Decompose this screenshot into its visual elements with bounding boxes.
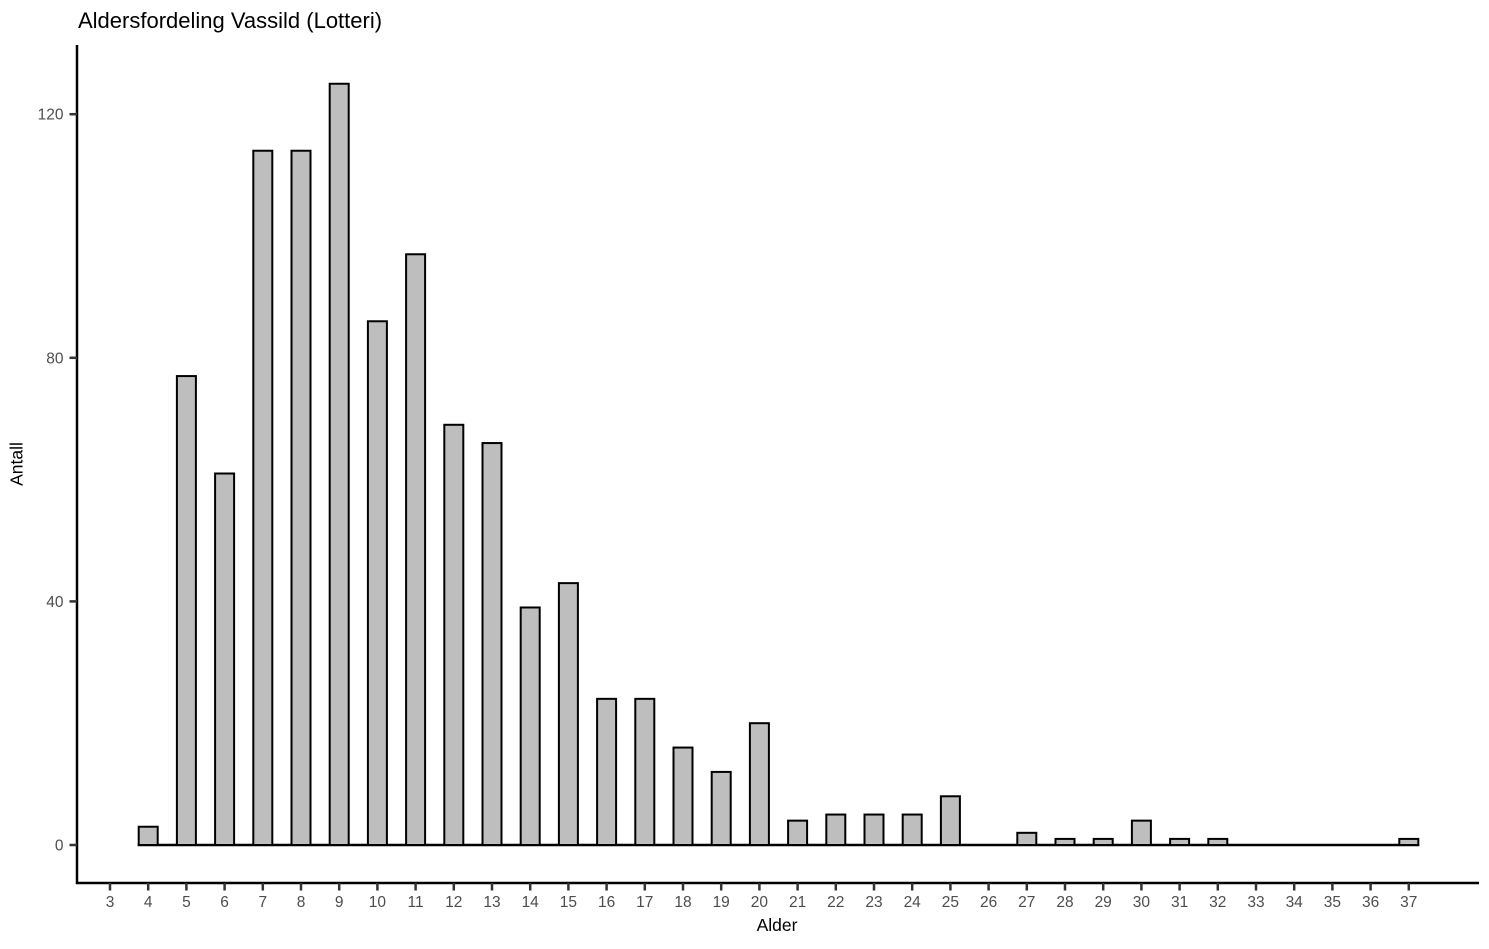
x-tick-label: 29 — [1095, 894, 1112, 911]
y-tick-label: 40 — [46, 594, 64, 611]
x-tick-label: 22 — [827, 894, 844, 911]
bar — [1130, 819, 1152, 847]
bar — [596, 697, 618, 847]
bar — [366, 320, 388, 846]
x-tick-label: 35 — [1324, 894, 1341, 911]
y-tick-label: 120 — [38, 107, 64, 124]
bar — [1207, 837, 1229, 846]
bar — [1016, 831, 1038, 847]
bar — [214, 472, 236, 846]
bar — [137, 825, 159, 846]
x-tick-label: 20 — [751, 894, 769, 911]
x-tick-label: 8 — [297, 894, 306, 911]
bar — [557, 582, 579, 846]
bar — [1054, 837, 1076, 846]
chart-title: Aldersfordeling Vassild (Lotteri) — [78, 8, 383, 33]
x-tick-label: 32 — [1209, 894, 1226, 911]
x-tick-label: 17 — [636, 894, 653, 911]
bar — [1092, 837, 1114, 846]
x-tick-label: 21 — [789, 894, 806, 911]
bar — [748, 722, 770, 847]
x-tick-label: 26 — [980, 894, 997, 911]
bar — [252, 149, 274, 847]
bar — [710, 770, 732, 846]
x-tick-label: 9 — [335, 894, 344, 911]
x-tick-label: 27 — [1018, 894, 1035, 911]
x-tick-label: 5 — [182, 894, 191, 911]
bar — [519, 606, 541, 846]
x-tick-label: 31 — [1171, 894, 1188, 911]
bar — [901, 813, 923, 846]
x-tick-label: 28 — [1056, 894, 1073, 911]
bar — [175, 375, 197, 846]
x-tick-label: 23 — [865, 894, 882, 911]
x-tick-label: 34 — [1286, 894, 1304, 911]
x-tick-label: 36 — [1362, 894, 1379, 911]
x-tick-label: 3 — [106, 894, 115, 911]
bar — [328, 82, 350, 846]
x-tick-label: 7 — [258, 894, 267, 911]
bar — [787, 819, 809, 847]
x-tick-label: 4 — [144, 894, 153, 911]
x-tick-label: 11 — [408, 894, 424, 911]
x-tick-label: 14 — [522, 894, 540, 911]
bar — [290, 149, 312, 847]
bar — [634, 697, 656, 847]
x-tick-label: 19 — [713, 894, 730, 911]
bar — [1169, 837, 1191, 846]
bar — [481, 442, 503, 846]
x-tick-label: 15 — [560, 894, 577, 911]
bar — [825, 813, 847, 846]
bar — [1398, 837, 1420, 846]
x-axis-title: Alder — [756, 915, 798, 935]
y-tick-label: 0 — [55, 838, 64, 855]
bar — [939, 795, 961, 847]
x-tick-label: 10 — [369, 894, 387, 911]
x-tick-label: 25 — [942, 894, 959, 911]
y-tick-label: 80 — [46, 350, 64, 367]
bar — [405, 253, 427, 846]
x-tick-label: 37 — [1400, 894, 1417, 911]
x-tick-label: 6 — [220, 894, 229, 911]
x-tick-label: 30 — [1133, 894, 1151, 911]
bar — [672, 746, 694, 846]
x-tick-label: 18 — [674, 894, 691, 911]
x-tick-label: 13 — [483, 894, 500, 911]
x-tick-label: 16 — [598, 894, 615, 911]
x-tick-label: 12 — [445, 894, 462, 911]
x-tick-label: 33 — [1247, 894, 1264, 911]
x-tick-label: 24 — [904, 894, 922, 911]
bar — [863, 813, 885, 846]
bar — [443, 423, 465, 846]
